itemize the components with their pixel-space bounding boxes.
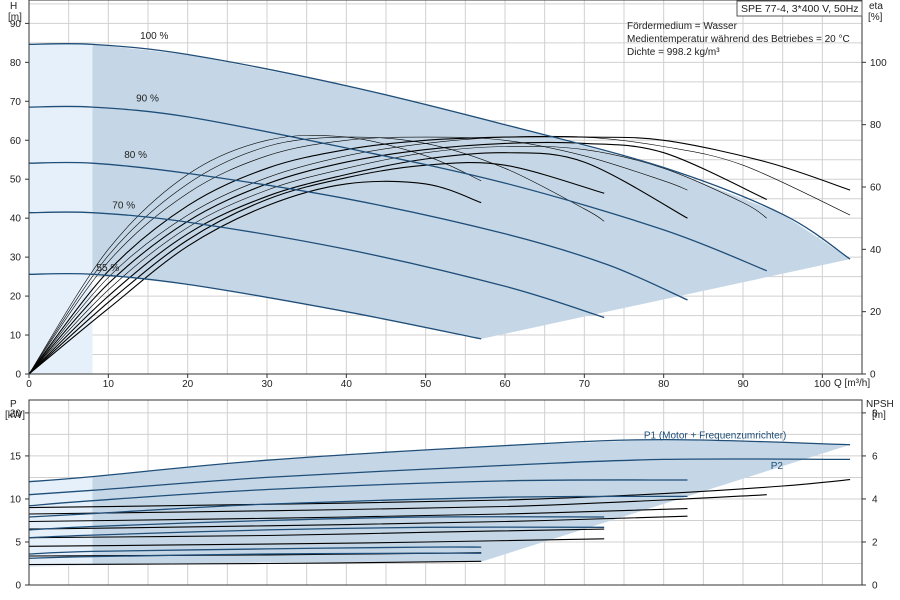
head-curves: 100 % 90 % 80 % 70 % 55 % (28, 31, 851, 340)
npsh-curve (28, 515, 688, 530)
efficiency-curve (28, 180, 482, 375)
head-curve (28, 43, 851, 260)
npsh-curve (28, 538, 605, 547)
npsh-curve (28, 560, 482, 566)
x-tick-label: 60 (499, 379, 511, 390)
p2-curve (28, 552, 482, 559)
y-tick-label-left: 90 (10, 19, 22, 30)
y-tick-label-left: 60 (10, 136, 22, 147)
lower-ylabel-right-line2: [m] (872, 410, 886, 421)
y-tick-label-right: 20 (870, 307, 882, 318)
head-curve-label: 80 % (124, 150, 147, 161)
head-curve-label: 100 % (140, 31, 168, 42)
upper-ylabel-left-line2: [m] (8, 12, 22, 23)
lower-ylabel-left-line1: P (10, 399, 17, 410)
upper-ylabel-right-line2: [%] (868, 12, 883, 23)
upper-ylabel-right-line1: eta (869, 1, 883, 12)
efficiency-curves (28, 134, 851, 375)
x-tick-label: 10 (103, 379, 115, 390)
lower-ylabel-left-line2: [kW] (5, 410, 25, 421)
head-efficiency-panel: 100 % 90 % 80 % 70 % 55 % 0 10 20 30 40 50 60 70 80 90… (10, 0, 887, 390)
p2-curve (28, 526, 605, 539)
head-curve (28, 161, 688, 301)
p1-curve (28, 438, 851, 483)
x-tick-label: 70 (579, 379, 591, 390)
low-flow-area-fill (29, 44, 93, 375)
npsh-tick-label: 0 (872, 581, 878, 592)
efficiency-curve (28, 135, 851, 375)
efficiency-curve (28, 136, 605, 375)
x-tick-label: 40 (341, 379, 353, 390)
power-tick-label: 20 (10, 408, 22, 419)
npsh-curves (28, 479, 851, 566)
x-tick-label: 100 (814, 379, 831, 390)
operating-area-fill (29, 44, 851, 339)
power-tick-label: 5 (15, 537, 21, 548)
efficiency-curve (28, 152, 688, 375)
npsh-curve (28, 508, 688, 523)
title-box (736, 0, 863, 17)
power-tick-label: 0 (15, 581, 21, 592)
p1-curve (28, 516, 605, 531)
x-tick-label: 0 (26, 379, 32, 390)
p2-curve (28, 458, 851, 496)
x-tick-label: 50 (420, 379, 432, 390)
npsh-tick-label: 2 (872, 537, 878, 548)
y-tick-label-right: 100 (870, 58, 887, 69)
title-box-text: SPE 77-4, 3*400 V, 50Hz (741, 3, 859, 15)
npsh-curve (28, 494, 767, 515)
y-tick-label-right: 80 (870, 120, 882, 131)
head-curve (28, 105, 768, 272)
power-annotation: P1 (Motor + Frequenzumrichter) (644, 431, 787, 442)
y-tick-label-left: 20 (10, 292, 22, 303)
y-tick-label-left: 40 (10, 214, 22, 225)
x-tick-label: 80 (658, 379, 670, 390)
info-line-density: Dichte = 998.2 kg/m³ (627, 47, 720, 58)
y-tick-label-left: 70 (10, 97, 22, 108)
p1-curve (28, 546, 482, 555)
npsh-curve (28, 479, 851, 509)
efficiency-curve (28, 134, 482, 375)
efficiency-curve (28, 141, 768, 375)
head-curve-label: 70 % (112, 200, 135, 211)
head-curve-label: 90 % (136, 93, 159, 104)
info-line-temperature: Medientemperatur während des Betriebes =… (627, 34, 850, 45)
power-curves (28, 438, 851, 559)
npsh-tick-label: 4 (872, 494, 878, 505)
efficiency-curve (28, 145, 767, 375)
y-tick-label-right: 60 (870, 183, 882, 194)
y-tick-label-left: 10 (10, 331, 22, 342)
p1-curve (28, 479, 688, 507)
npsh-tick-label: 6 (872, 451, 878, 462)
x-tick-label: 90 (737, 379, 749, 390)
efficiency-curve (28, 136, 851, 375)
npsh-curve (28, 528, 605, 539)
head-curve (28, 272, 482, 340)
x-tick-label: 30 (261, 379, 273, 390)
efficiency-curve (28, 136, 688, 375)
upper-ylabel-left-line1: H (10, 1, 17, 12)
head-curve-label: 55 % (96, 263, 119, 274)
power-tick-label: 10 (10, 494, 22, 505)
head-curve (28, 211, 605, 319)
lower-plot-frame (28, 399, 863, 586)
power-annotation: P2 (771, 461, 784, 472)
y-tick-label-right: 0 (870, 370, 876, 381)
y-tick-label-left: 80 (10, 58, 22, 69)
power-low-flow-fill (29, 476, 93, 567)
npsh-tick-label: 8 (872, 408, 878, 419)
info-line-medium: Fördermedium = Wasser (627, 21, 738, 32)
y-tick-label-left: 30 (10, 253, 22, 264)
power-npsh-panel: P1 (Motor + Frequenzumrichter)P205101520… (10, 399, 878, 592)
x-axis-label: Q [m³/h] (834, 378, 870, 389)
x-tick-label: 20 (182, 379, 194, 390)
y-tick-label-left: 50 (10, 175, 22, 186)
lower-ylabel-right-line1: NPSH (866, 399, 894, 410)
power-tick-label: 15 (10, 451, 22, 462)
power-area-fill (29, 439, 851, 567)
y-tick-label-right: 40 (870, 245, 882, 256)
p2-curve (28, 495, 688, 518)
y-tick-label-left: 0 (15, 370, 21, 381)
